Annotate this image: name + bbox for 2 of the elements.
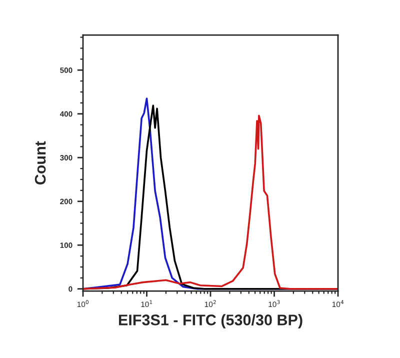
y-axis-title: Count [34,141,46,184]
x-axis-title: EIF3S1 - FITC (530/30 BP) [118,314,302,328]
